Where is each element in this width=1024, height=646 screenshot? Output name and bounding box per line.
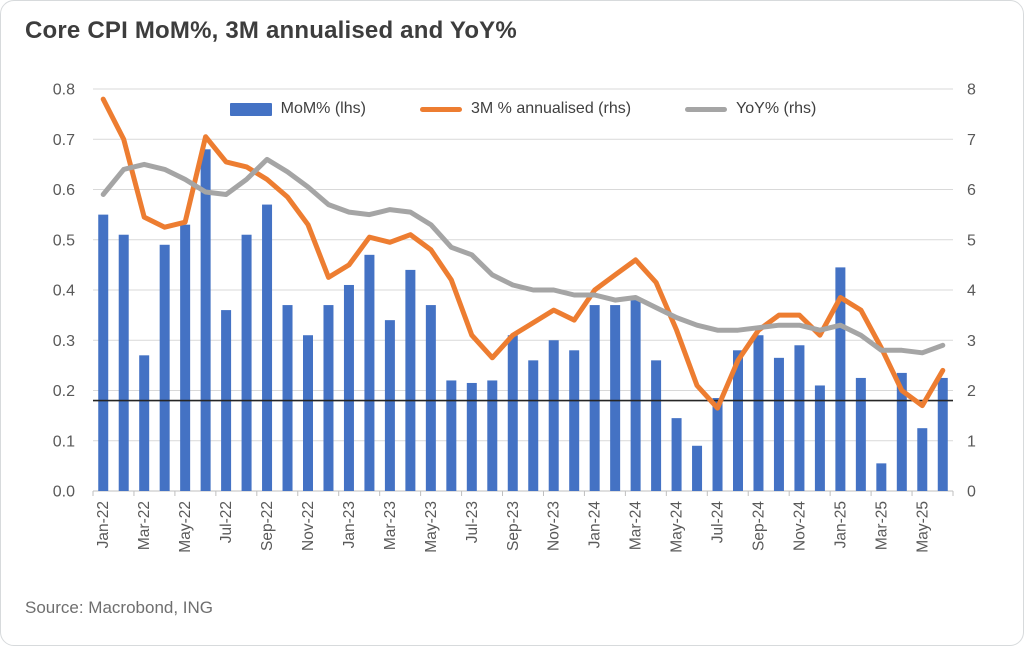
right-axis-tick-label: 5 <box>967 232 976 249</box>
left-axis-tick-label: 0.3 <box>53 333 75 350</box>
source-note: Source: Macrobond, ING <box>25 598 214 617</box>
x-axis-tick-label: Mar-25 <box>873 501 890 550</box>
right-axis-tick-label: 4 <box>967 283 976 300</box>
x-axis-tick-label: May-25 <box>914 501 931 553</box>
right-axis-tick-label: 2 <box>967 383 976 400</box>
bar-mom <box>814 385 825 491</box>
x-axis-tick-label: Nov-24 <box>791 501 808 551</box>
left-axis-tick-label: 0.1 <box>53 433 75 450</box>
bar-mom <box>98 214 109 491</box>
chart-title: Core CPI MoM%, 3M annualised and YoY% <box>25 17 517 44</box>
x-axis-tick-label: Mar-22 <box>136 501 153 550</box>
x-axis-tick-label: Nov-23 <box>546 501 563 551</box>
bar-mom <box>303 335 313 491</box>
bar-mom <box>446 380 457 491</box>
x-axis-tick-label: Mar-24 <box>628 501 645 550</box>
legend: MoM% (lhs) 3M % annualised (rhs) YoY% (r… <box>93 100 953 118</box>
x-axis-tick-label: Jan-24 <box>587 501 604 549</box>
right-axis-tick-label: 3 <box>967 333 976 350</box>
bar-mom <box>323 305 334 491</box>
x-axis-tick-label: Sep-23 <box>505 501 522 551</box>
bar-mom <box>343 284 354 491</box>
bar-mom <box>405 269 416 491</box>
x-axis-tick-label: Jan-23 <box>341 501 358 548</box>
x-axis-tick-label: Jan-22 <box>95 501 112 548</box>
bar-mom <box>180 224 191 492</box>
right-axis-tick-label: 8 <box>967 82 976 99</box>
legend-label-yoy: YoY% (rhs) <box>736 100 817 117</box>
right-axis-tick-label: 0 <box>967 484 976 501</box>
legend-label-mom: MoM% (lhs) <box>280 100 366 117</box>
left-axis-tick-label: 0.7 <box>53 132 75 149</box>
bar-mom <box>794 345 805 491</box>
left-axis-tick-label: 0.4 <box>53 283 75 300</box>
left-axis-tick-label: 0.6 <box>53 182 75 199</box>
left-axis-tick-label: 0.2 <box>53 383 75 400</box>
line-yoy <box>100 156 946 356</box>
bar-mom <box>425 305 436 491</box>
bar-mom <box>569 350 580 491</box>
right-axis-tick-label: 1 <box>967 433 976 450</box>
bar-mom <box>548 340 559 491</box>
left-axis-tick-label: 0.8 <box>53 82 75 99</box>
x-axis-tick-label: Sep-22 <box>259 501 276 551</box>
bar-mom <box>118 234 129 491</box>
x-axis-tick-label: Jul-24 <box>710 501 727 544</box>
bar-mom <box>507 335 518 491</box>
bar-mom <box>712 398 723 491</box>
bar-mom <box>876 463 887 491</box>
right-axis-tick-label: 7 <box>967 132 976 149</box>
bar-mom <box>262 204 273 491</box>
bar-mom <box>282 305 293 491</box>
bar-mom <box>630 300 641 491</box>
bar-mom <box>855 377 866 491</box>
bar-mom <box>528 360 539 491</box>
x-axis-tick-label: Nov-22 <box>300 501 317 551</box>
legend-swatch-yoy <box>685 106 728 112</box>
legend-swatch-3m-annualised <box>419 106 462 112</box>
bar-mom <box>139 355 150 491</box>
bar-mom <box>733 350 743 491</box>
bar-mom <box>466 382 477 491</box>
bar-mom <box>364 254 375 491</box>
bar-mom <box>937 377 948 491</box>
bar-mom <box>671 418 682 491</box>
bar-mom <box>241 234 252 491</box>
legend-swatch-mom <box>229 102 272 116</box>
bar-mom <box>159 244 170 491</box>
x-axis-tick-label: May-24 <box>669 501 686 553</box>
line-3m-annualised <box>100 96 946 411</box>
bar-mom <box>200 149 211 492</box>
legend-item-mom: MoM% (lhs) <box>229 100 366 118</box>
bar-mom <box>896 372 907 491</box>
bar-mom <box>753 335 764 491</box>
legend-label-3m-annualised: 3M % annualised (rhs) <box>470 100 632 117</box>
x-axis-tick-label: May-22 <box>177 501 194 553</box>
left-axis-tick-label: 0.0 <box>53 484 75 501</box>
x-axis-tick-label: Jul-23 <box>464 501 481 543</box>
x-axis-tick-label: Jul-22 <box>218 501 235 543</box>
legend-item-3m-annualised: 3M % annualised (rhs) <box>419 100 632 118</box>
x-axis-tick-label: Mar-23 <box>382 501 399 550</box>
bar-mom <box>692 445 703 491</box>
bar-mom <box>651 360 662 491</box>
bar-mom <box>917 428 928 491</box>
bar-mom <box>384 320 395 491</box>
legend-item-yoy: YoY% (rhs) <box>685 100 816 118</box>
right-axis-tick-label: 6 <box>967 182 976 199</box>
bar-mom <box>610 305 621 491</box>
x-axis-tick-label: Jan-25 <box>832 501 849 548</box>
bar-mom <box>589 305 600 491</box>
bar-mom <box>773 357 784 491</box>
bar-mom <box>835 267 846 491</box>
left-axis-tick-label: 0.5 <box>53 232 75 249</box>
x-axis-tick-label: May-23 <box>423 501 440 553</box>
bar-mom <box>487 380 498 491</box>
x-axis-tick-label: Sep-24 <box>750 501 767 551</box>
